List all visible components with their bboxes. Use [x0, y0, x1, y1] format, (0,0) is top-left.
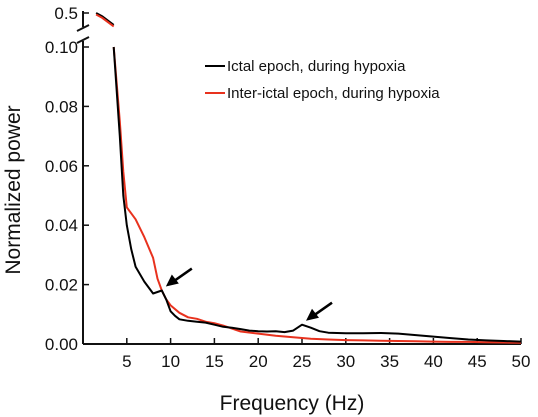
arrow-head — [306, 308, 319, 321]
x-tick-label: 20 — [249, 352, 268, 371]
y-axis-break-mark — [76, 24, 90, 32]
y-tick-label: 0.06 — [45, 157, 78, 176]
x-tick-label: 40 — [424, 352, 443, 371]
arrow-head — [165, 274, 179, 287]
y-tick-label: 0.10 — [45, 38, 78, 57]
x-tick-label: 25 — [293, 352, 312, 371]
y-tick-label: 0.00 — [45, 335, 78, 354]
y-tick-label: 0.5 — [54, 4, 78, 23]
x-tick-label: 5 — [122, 352, 131, 371]
x-tick-label: 45 — [468, 352, 487, 371]
x-tick-label: 30 — [336, 352, 355, 371]
y-axis-break-mark — [76, 36, 90, 44]
legend-label: Inter-ictal epoch, during hypoxia — [227, 85, 440, 102]
ticks: 0.00 0.02 0.04 0.06 0.08 0.10 0.5 5 10 15 20 25 30 35… — [45, 4, 531, 371]
x-tick-label: 35 — [380, 352, 399, 371]
x-axis-title: Frequency (Hz) — [220, 392, 365, 415]
x-tick-label: 15 — [205, 352, 224, 371]
y-tick-label: 0.02 — [45, 276, 78, 295]
legend: Ictal epoch, during hypoxia Inter-ictal e… — [205, 58, 440, 102]
series-top-segment — [95, 13, 115, 28]
x-tick-label: 10 — [161, 352, 180, 371]
series-top-segment — [95, 12, 115, 26]
y-axis-title: Normalized power — [2, 105, 25, 274]
series-layer — [95, 12, 522, 344]
y-tick-label: 0.08 — [45, 97, 78, 116]
x-tick-label: 50 — [512, 352, 531, 371]
y-tick-label: 0.04 — [45, 216, 78, 235]
series-line — [112, 46, 522, 343]
annotations — [165, 267, 333, 321]
legend-label: Ictal epoch, during hypoxia — [227, 58, 406, 75]
